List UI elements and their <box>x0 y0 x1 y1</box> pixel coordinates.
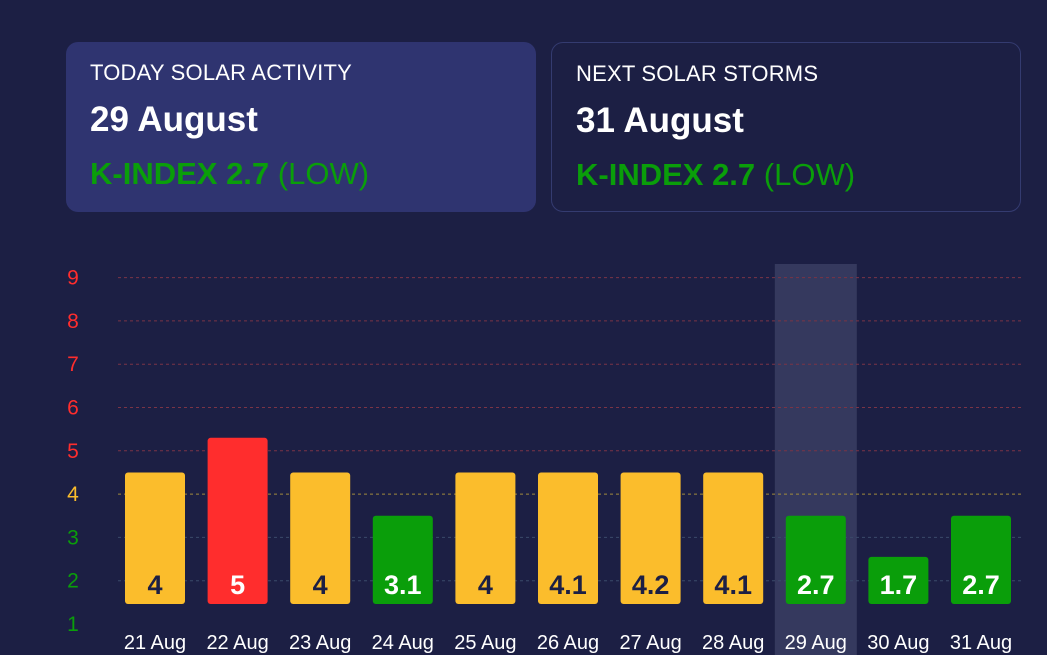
y-tick-label-8: 8 <box>67 310 79 333</box>
bar-31-aug <box>951 515 1011 604</box>
y-tick-label-2: 2 <box>67 570 79 593</box>
y-tick-label-3: 3 <box>67 526 79 549</box>
bar-24-aug <box>372 515 433 604</box>
x-tick-label: 23 Aug <box>289 632 351 654</box>
bar-value-label: 4.2 <box>632 570 670 600</box>
next-storms-date: 31 August <box>576 101 744 140</box>
y-tick-label-7: 7 <box>67 353 79 376</box>
bar-value-label: 4 <box>147 570 162 600</box>
y-tick-label-5: 5 <box>67 440 79 463</box>
bar-22-aug <box>207 437 268 604</box>
bar-25-aug <box>455 472 516 604</box>
today-kindex-line: K-INDEX 2.7 (LOW) <box>90 156 369 192</box>
bar-26-aug <box>538 472 598 604</box>
bar-21-aug <box>125 472 185 604</box>
bar-value-label: 3.1 <box>384 570 422 600</box>
next-kindex-value: K-INDEX 2.7 <box>576 157 756 192</box>
x-tick-label: 26 Aug <box>537 632 599 654</box>
today-activity-date: 29 August <box>90 100 258 139</box>
x-tick-label: 27 Aug <box>619 632 681 654</box>
next-kindex-line: K-INDEX 2.7 (LOW) <box>576 157 855 193</box>
bar-value-label: 1.7 <box>880 570 918 600</box>
x-tick-label: 22 Aug <box>206 632 268 654</box>
next-storms-label: NEXT SOLAR STORMS <box>576 61 819 86</box>
next-storms-card: NEXT SOLAR STORMS 31 August K-INDEX 2.7 … <box>551 42 1021 212</box>
today-activity-label: TODAY SOLAR ACTIVITY <box>90 60 352 85</box>
bar-value-label: 2.7 <box>962 570 1000 600</box>
bar-value-label: 2.7 <box>797 570 835 600</box>
x-tick-label: 21 Aug <box>124 632 186 654</box>
today-kindex-value: K-INDEX 2.7 <box>90 156 270 191</box>
today-kindex-level: (LOW) <box>277 156 370 191</box>
x-tick-label: 30 Aug <box>867 632 929 654</box>
bar-value-label: 4.1 <box>549 570 587 600</box>
x-tick-label: 24 Aug <box>372 632 434 654</box>
bar-value-label: 4 <box>478 570 493 600</box>
x-tick-label: 31 Aug <box>950 632 1012 654</box>
bar-30-aug <box>868 556 929 604</box>
bar-value-label: 4 <box>313 570 328 600</box>
bar-value-label: 5 <box>230 570 245 600</box>
bar-23-aug <box>290 472 351 604</box>
y-tick-label-1: 1 <box>67 613 79 636</box>
x-tick-label: 25 Aug <box>454 632 516 654</box>
bar-value-label: 4.1 <box>714 570 752 600</box>
x-tick-label: 29 Aug <box>785 632 847 654</box>
x-tick-label: 28 Aug <box>702 632 764 654</box>
today-activity-card: TODAY SOLAR ACTIVITY 29 August K-INDEX 2… <box>66 42 536 212</box>
bar-29-aug <box>785 515 846 604</box>
kindex-bar-chart: 1 2 3 4 5 6 7 8 9 4 21 Aug 5 22 Aug 4 23 Aug 3.1 24 Aug 4… <box>67 264 1022 655</box>
bar-27-aug <box>620 472 681 604</box>
bar-28-aug <box>703 472 764 604</box>
next-kindex-level: (LOW) <box>763 157 856 192</box>
y-tick-label-6: 6 <box>67 397 79 420</box>
y-tick-label-9: 9 <box>67 267 79 290</box>
y-tick-label-4: 4 <box>67 483 79 506</box>
